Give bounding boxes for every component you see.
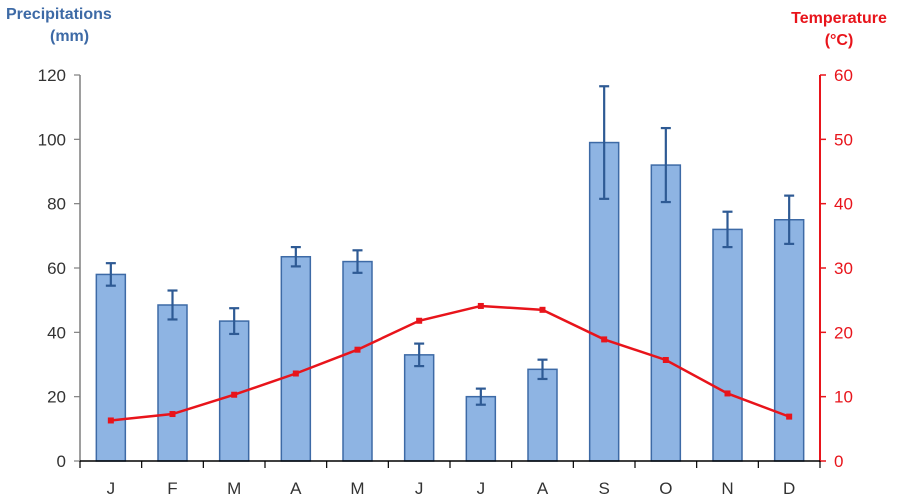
temperature-point (169, 411, 176, 418)
left-axis-tick-label: 20 (47, 388, 66, 407)
temperature-point (601, 336, 608, 343)
x-axis-tick-label: M (350, 479, 364, 498)
temperature-point (416, 317, 423, 324)
temperature-point (107, 417, 114, 424)
precipitation-bar (95, 273, 127, 462)
precipitation-bar (712, 228, 743, 462)
temperature-point (786, 413, 793, 420)
right-axis-title: Temperature (°C) (780, 8, 898, 52)
precipitation-bar (465, 395, 497, 462)
left-axis-title-line2: (mm) (50, 28, 90, 45)
left-axis-tick-label: 60 (47, 259, 66, 278)
right-axis-tick-label: 50 (834, 130, 853, 149)
x-axis-tick-label: N (721, 479, 733, 498)
left-axis-title: Precipitations (mm) (6, 4, 146, 48)
left-axis-title-line1: Precipitations (6, 6, 112, 23)
right-axis-tick-label: 30 (834, 259, 853, 278)
x-axis-tick-label: D (783, 479, 795, 498)
precipitation-bar (280, 255, 312, 462)
right-axis-title-line1: Temperature (791, 10, 887, 27)
x-axis-tick-label: M (227, 479, 241, 498)
temperature-point (292, 370, 299, 377)
x-axis-tick-label: A (537, 479, 549, 498)
left-axis-tick-label: 0 (57, 452, 66, 471)
temperature-point (231, 391, 238, 398)
temperature-point (539, 306, 546, 313)
precipitation-bar (157, 304, 188, 462)
temperature-point (662, 356, 669, 363)
right-axis-tick-label: 0 (834, 452, 843, 471)
temperature-line (110, 304, 790, 422)
right-axis-tick-label: 60 (834, 66, 853, 85)
right-axis-title-line2: (°C) (824, 32, 854, 49)
right-axis-tick-label: 20 (834, 323, 853, 342)
left-axis-tick-label: 100 (38, 130, 66, 149)
precipitation-bar (773, 219, 805, 462)
precipitation-bar (527, 368, 558, 462)
temperature-point (354, 346, 361, 353)
x-axis-tick-label: O (659, 479, 672, 498)
x-axis-tick-label: S (598, 479, 609, 498)
right-axis-tick-label: 10 (834, 388, 853, 407)
x-axis-tick-label: J (415, 479, 424, 498)
left-axis-tick-label: 40 (47, 323, 66, 342)
x-axis-tick-label: A (290, 479, 302, 498)
left-axis-tick-label: 80 (47, 195, 66, 214)
right-axis-tick-label: 40 (834, 195, 853, 214)
precipitation-bar (403, 354, 435, 462)
x-axis-tick-label: J (107, 479, 116, 498)
left-axis-tick-label: 120 (38, 66, 66, 85)
x-axis-tick-label: J (477, 479, 486, 498)
temperature-point (724, 390, 731, 397)
precipitation-bar (342, 260, 373, 462)
precipitation-bar (650, 164, 682, 462)
x-axis-tick-label: F (167, 479, 177, 498)
temperature-point (477, 302, 484, 309)
